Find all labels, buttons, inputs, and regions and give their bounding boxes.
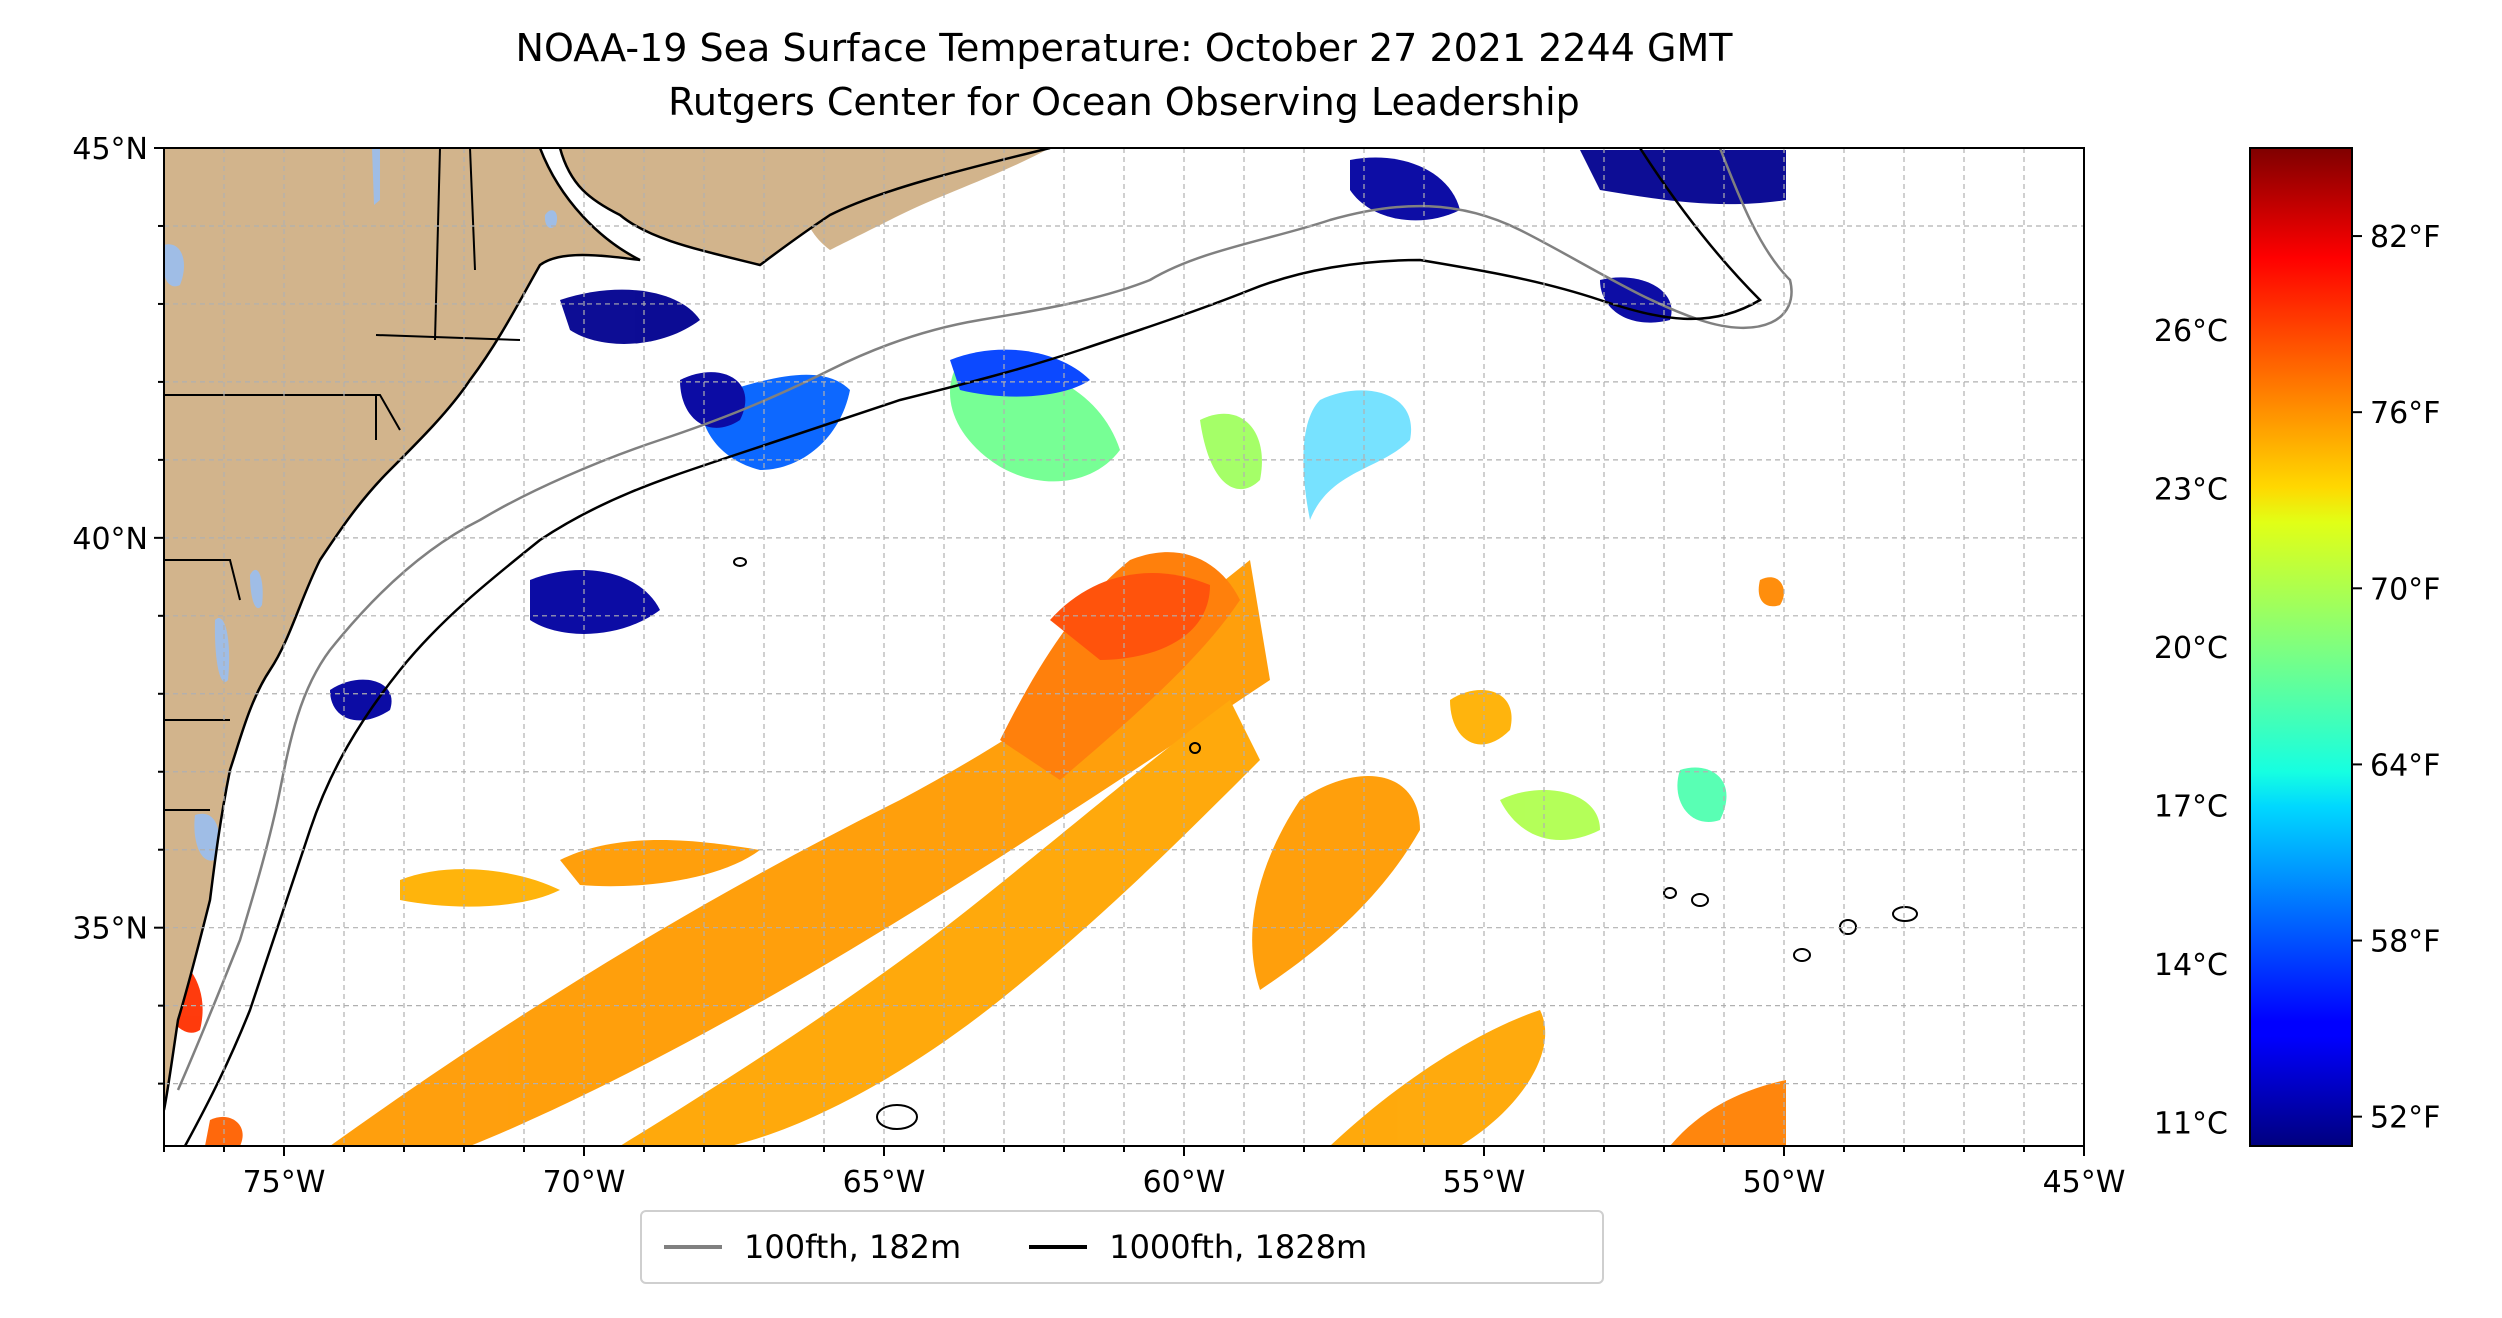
colorbar-c-tick-label: 20°C [2154,631,2228,666]
legend-label-1000fth: 1000fth, 1828m [1109,1228,1368,1266]
lake-winnipesaukee [544,210,558,229]
seamount-3 [1663,887,1677,899]
latitude-axis: 45°N 40°N 35°N [72,132,164,1085]
colorbar-fahrenheit-axis: 52°F 58°F 64°F 70°F 76°F 82°F [2352,220,2440,1136]
lon-tick-label: 55°W [1443,1165,1526,1200]
seamount-6 [1839,919,1857,935]
border-ny-pa [164,394,401,431]
map-title: NOAA-19 Sea Surface Temperature: October… [515,26,1733,70]
isobath-legend: 100fth, 182m 1000fth, 1828m [640,1210,1604,1284]
border-ma-ct [375,334,521,341]
legend-item-1000fth: 1000fth, 1828m [1007,1228,1367,1266]
legend-item-100fth: 100fth, 182m [642,1228,961,1266]
colorbar-c-tick-label: 26°C [2154,314,2228,349]
colorbar-celsius-axis: 11°C 14°C 17°C 20°C 23°C 26°C [2154,314,2228,1142]
lat-tick-label: 35°N [72,912,148,947]
sst-warm-patch-se [1670,1080,1786,1146]
colorbar-f-tick-label: 58°F [2370,925,2440,960]
seamount-2 [733,557,747,567]
colorbar [2249,147,2353,1147]
lakes [164,148,558,861]
lon-tick-label: 75°W [243,1165,326,1200]
sst-warm-band-2 [620,700,1260,1146]
sst-patch-5 [1677,767,1727,822]
colorbar-f-tick-label: 52°F [2370,1101,2440,1136]
seamount-8 [1189,742,1201,754]
sst-warm-band-1 [330,560,1270,1146]
sst-cool-patch-1 [1200,413,1262,490]
north-america-coast [164,148,1050,1110]
seamount-5 [1793,948,1811,962]
seamount-4 [1691,893,1709,907]
sst-patch-4 [1500,790,1600,840]
finger-lakes [164,244,185,287]
map-subtitle: Rutgers Center for Ocean Observing Leade… [668,80,1580,124]
border-nh-me [469,148,476,271]
sst-patch-2 [560,840,760,887]
sst-patch-6 [1758,577,1784,607]
coastline-nova-scotia [558,148,1051,267]
sst-north-cold-2 [1580,150,1786,205]
isobath-1000fth [183,148,1763,1146]
lat-tick-label: 45°N [72,132,148,167]
seamount-7 [1892,906,1918,922]
sst-cool-patch-3 [950,349,1090,397]
sst-patch-3 [1450,690,1512,745]
delaware-bay [250,569,263,609]
sst-shelf-cold-4 [530,570,660,634]
legend-label-100fth: 100fth, 182m [744,1228,962,1266]
colorbar-c-tick-label: 11°C [2154,1107,2228,1142]
sst-north-cold-3 [1600,277,1672,323]
legend-line-black [1029,1245,1088,1249]
sst-cool-patch-2 [1303,390,1412,520]
sst-warm-patch-south [1330,1010,1546,1146]
cape-breton [820,167,885,220]
seamount-1 [876,1104,918,1130]
lon-tick-label: 65°W [843,1165,926,1200]
lon-tick-label: 70°W [543,1165,626,1200]
longitude-axis: 75°W 70°W 65°W 60°W 55°W 50°W 45°W [163,1146,2126,1200]
sst-shelf-cold-5 [330,679,392,721]
lon-tick-label: 45°W [2043,1165,2126,1200]
lake-champlain [372,148,380,205]
colorbar-f-tick-label: 76°F [2370,396,2440,431]
seamounts [733,557,1918,1130]
state-boundaries [164,148,521,811]
colorbar-f-tick-label: 64°F [2370,748,2440,783]
colorbar-c-tick-label: 14°C [2154,948,2228,983]
colorbar-c-tick-label: 17°C [2154,790,2228,825]
sst-imagery [164,150,1786,1146]
lon-tick-label: 50°W [1743,1165,1826,1200]
lon-tick-label: 60°W [1143,1165,1226,1200]
sst-patch-1 [400,869,560,907]
lat-tick-label: 40°N [72,522,148,557]
gridlines [164,148,2084,1146]
sst-warm-patch-east [1252,776,1420,990]
sst-north-cold-1 [1350,157,1460,221]
pamlico-sound [194,813,219,861]
colorbar-f-tick-label: 82°F [2370,220,2440,255]
colorbar-c-tick-label: 23°C [2154,472,2228,507]
border-pa-md [164,559,241,601]
legend-line-grey [664,1245,722,1249]
land [164,148,1050,1110]
chesapeake-bay [214,618,230,682]
sst-red-core [1050,572,1210,660]
colorbar-f-tick-label: 70°F [2370,572,2440,607]
border-ny-vt [434,148,441,341]
sst-shelf-cold-2 [560,289,700,344]
coastline-us [164,148,641,1111]
